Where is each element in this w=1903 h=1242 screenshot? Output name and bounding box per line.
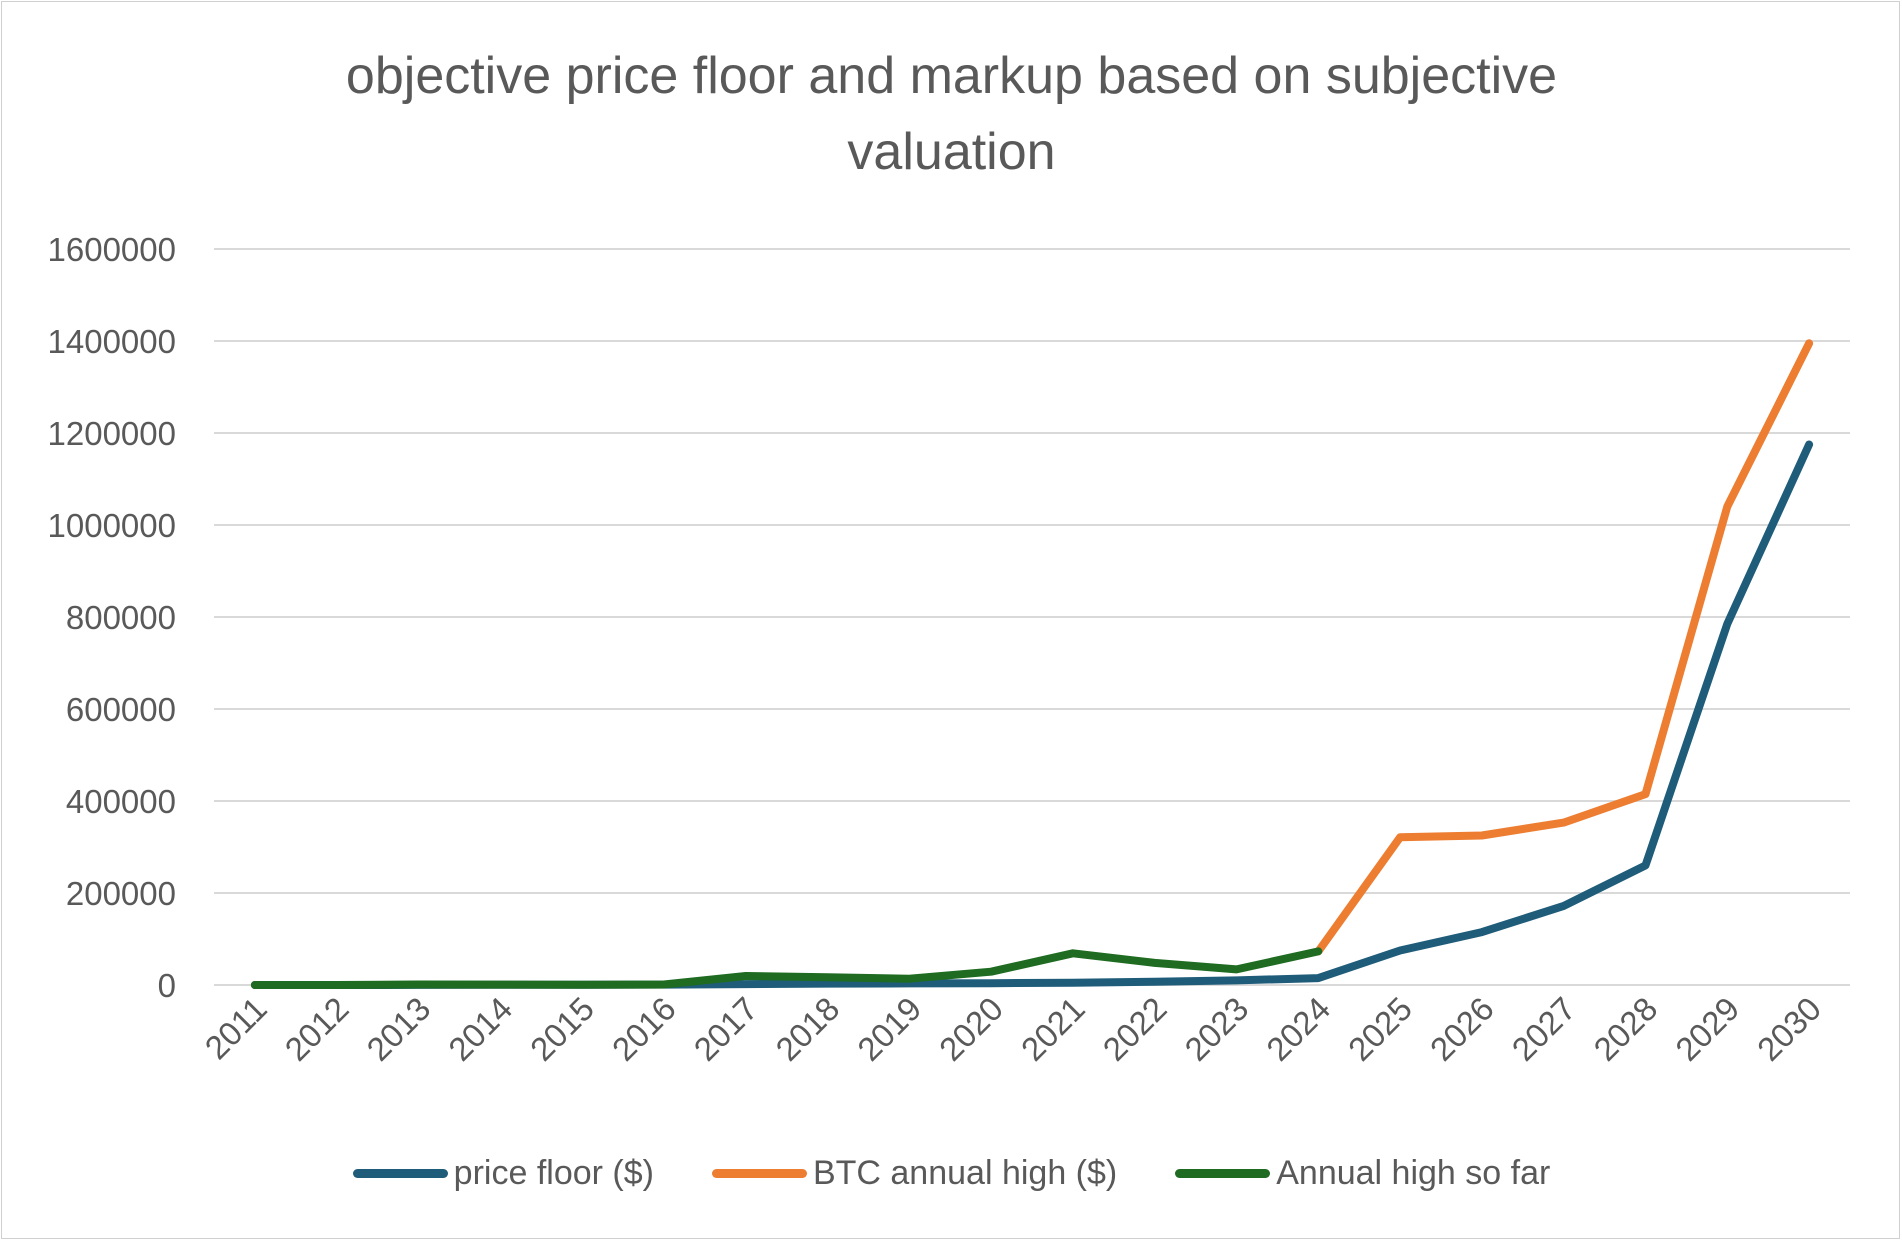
x-tick-label: 2024 (1259, 990, 1337, 1068)
x-tick-label: 2029 (1668, 990, 1746, 1068)
x-tick-label: 2016 (605, 990, 683, 1068)
chart-title-line-1: objective price floor and markup based o… (345, 47, 1558, 105)
x-tick-label: 2015 (523, 990, 601, 1068)
y-tick-label: 1400000 (48, 323, 176, 360)
series-lines (250, 339, 1814, 989)
x-tick-label: 2014 (441, 990, 519, 1068)
x-tick-label: 2018 (768, 990, 846, 1068)
x-tick-label: 2030 (1750, 990, 1828, 1068)
legend-label: price floor ($) (453, 1153, 654, 1192)
legend-item: price floor ($) (352, 1153, 654, 1193)
legend-swatch (352, 1168, 448, 1178)
y-tick-label: 1600000 (48, 231, 176, 268)
y-tick-label: 0 (158, 967, 176, 1004)
chart-title: objective price floor and markup based o… (0, 38, 1903, 190)
x-tick-label: 2021 (1014, 990, 1092, 1068)
y-tick-label: 200000 (66, 875, 176, 912)
series-line-3 (250, 947, 1323, 989)
x-tick-label: 2028 (1586, 990, 1664, 1068)
y-tick-label: 1200000 (48, 415, 176, 452)
legend: price floor ($) BTC annual high ($) Annual… (0, 1148, 1903, 1198)
legend-label: Annual high so far (1276, 1153, 1551, 1192)
legend-item: Annual high so far (1175, 1154, 1550, 1193)
x-tick-label: 2011 (198, 990, 274, 1066)
x-tick-label: 2023 (1177, 990, 1255, 1068)
legend-item: BTC annual high ($) (711, 1153, 1118, 1193)
y-tick-label: 800000 (66, 599, 176, 636)
x-tick-label: 2020 (932, 990, 1010, 1068)
x-axis-ticks: 2011 2012 2013 2014 2015 2016 2017 2018 2019 2020… (198, 990, 1829, 1068)
y-tick-label: 600000 (66, 691, 176, 728)
legend-swatch (711, 1168, 807, 1178)
legend-label: BTC annual high ($) (812, 1153, 1118, 1192)
series-line-2 (1314, 339, 1814, 956)
x-tick-label: 2025 (1341, 990, 1419, 1068)
x-tick-label: 2017 (687, 990, 765, 1068)
legend-swatch (1175, 1168, 1271, 1178)
x-tick-label: 2026 (1423, 990, 1501, 1068)
x-tick-label: 2012 (278, 990, 356, 1068)
x-tick-label: 2019 (850, 990, 928, 1068)
y-tick-label: 1000000 (48, 507, 176, 544)
gridlines (214, 248, 1850, 986)
y-axis-ticks: 0 200000 400000 600000 800000 1000000 1200000 1… (48, 231, 176, 1004)
y-tick-label: 400000 (66, 783, 176, 820)
x-tick-label: 2027 (1505, 990, 1583, 1068)
x-tick-label: 2013 (359, 990, 437, 1068)
x-tick-label: 2022 (1096, 990, 1174, 1068)
chart-title-line-2: valuation (847, 123, 1056, 181)
